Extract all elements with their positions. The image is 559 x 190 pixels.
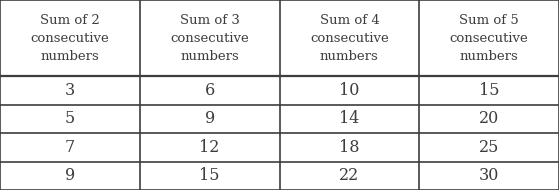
Text: 3: 3	[65, 82, 75, 99]
Text: 15: 15	[200, 167, 220, 184]
Text: 20: 20	[479, 110, 499, 127]
Text: 5: 5	[65, 110, 75, 127]
Text: 30: 30	[479, 167, 499, 184]
Text: Sum of 4
consecutive
numbers: Sum of 4 consecutive numbers	[310, 13, 389, 63]
Text: 6: 6	[205, 82, 215, 99]
Text: 9: 9	[65, 167, 75, 184]
Text: 12: 12	[200, 139, 220, 156]
Text: Sum of 2
consecutive
numbers: Sum of 2 consecutive numbers	[31, 13, 109, 63]
Text: 22: 22	[339, 167, 359, 184]
Text: Sum of 5
consecutive
numbers: Sum of 5 consecutive numbers	[450, 13, 528, 63]
Text: 15: 15	[479, 82, 499, 99]
Text: 10: 10	[339, 82, 359, 99]
Text: 25: 25	[479, 139, 499, 156]
Text: 14: 14	[339, 110, 359, 127]
Text: Sum of 3
consecutive
numbers: Sum of 3 consecutive numbers	[170, 13, 249, 63]
Text: 9: 9	[205, 110, 215, 127]
Text: 7: 7	[65, 139, 75, 156]
Text: 18: 18	[339, 139, 359, 156]
